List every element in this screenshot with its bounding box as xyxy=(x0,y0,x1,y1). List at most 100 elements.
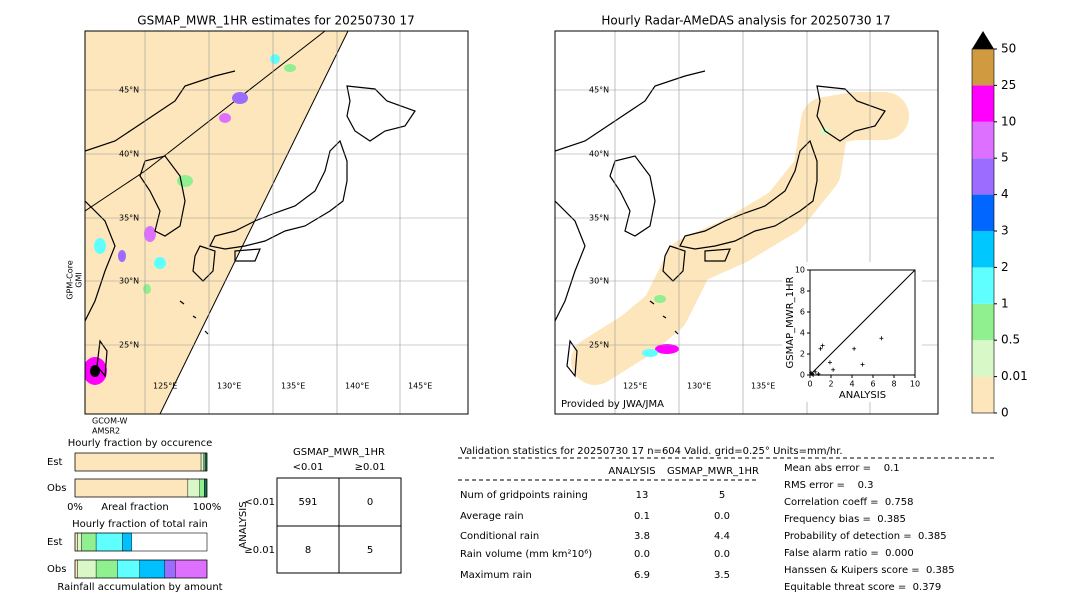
row-label: Num of gridpoints raining xyxy=(460,490,588,501)
point xyxy=(820,343,825,348)
point xyxy=(827,360,832,365)
bar-segment xyxy=(200,452,204,472)
score: Equitable threat score = 0.379 xyxy=(784,582,941,593)
point xyxy=(852,346,857,351)
swath-edge xyxy=(159,31,349,414)
inset-bg xyxy=(782,262,922,402)
bar-segment xyxy=(199,478,205,498)
score: Mean abs error = 0.1 xyxy=(784,463,900,474)
bar-chart-title: Hourly fraction by occurence xyxy=(68,438,212,449)
colorbar-extension xyxy=(972,31,994,49)
row-label: Maximum rain xyxy=(460,570,532,581)
map-title: GSMAP_MWR_1HR estimates for 20250730 17 xyxy=(137,14,414,28)
right-map xyxy=(554,30,939,415)
map-frame xyxy=(554,30,939,415)
point xyxy=(860,362,865,367)
lon-label: 140°E xyxy=(345,382,369,391)
point xyxy=(813,369,818,374)
y-tick-label: 8 xyxy=(800,287,805,296)
column-header: GSMAP_MWR_1HR xyxy=(667,466,759,477)
x-tick-label: 0% xyxy=(67,502,83,513)
column-header: ANALYSIS xyxy=(608,466,655,477)
point xyxy=(816,371,821,376)
sensor-label: AMSR2 xyxy=(92,427,120,436)
y-tick-label: 4 xyxy=(800,329,805,338)
point xyxy=(811,373,816,377)
colorbar-segment xyxy=(972,194,994,231)
column-label: <0.01 xyxy=(293,462,324,473)
value: 6.9 xyxy=(634,570,650,581)
value: 0.0 xyxy=(714,549,730,560)
category-label: Obs xyxy=(47,483,66,494)
colorbar-label: 0.01 xyxy=(1001,369,1028,383)
colorbar-segment xyxy=(972,376,994,413)
bar-segment xyxy=(164,559,176,579)
colorbar-segment xyxy=(972,340,994,377)
scatter-inset: 0 2 4 6 8 10 0 2 4 6 8 10 ANALYSIS GSMAP_MWR_1HR xyxy=(785,266,920,402)
bar-frame xyxy=(74,559,208,579)
value: 3.8 xyxy=(634,531,650,542)
value: 13 xyxy=(636,490,649,501)
bar-frame xyxy=(74,532,208,552)
y-axis-label: GSMAP_MWR_1HR xyxy=(785,277,796,369)
lat-label: 30°N xyxy=(119,277,139,286)
lon-label: 135°E xyxy=(281,382,305,391)
x-tick-label: 2 xyxy=(828,380,833,389)
y-tick-label: 10 xyxy=(795,266,805,275)
stats-header: Validation statistics for 20250730 17 n=… xyxy=(460,446,843,457)
map-frame xyxy=(84,30,469,415)
lat-label: 35°N xyxy=(119,214,139,223)
value: 0.1 xyxy=(634,511,650,522)
bar-segment xyxy=(95,532,123,552)
table-cell: 8 xyxy=(305,545,311,556)
x-tick-label: 10 xyxy=(910,380,920,389)
credit: Provided by JWA/JMA xyxy=(561,399,664,410)
row-label: Rain volume (mm km²10⁶) xyxy=(460,549,592,560)
y-tick-label: 2 xyxy=(800,350,805,359)
lon-label: 135°E xyxy=(751,382,775,391)
bar-segment xyxy=(175,559,208,579)
bar-segment xyxy=(77,559,97,579)
point xyxy=(818,346,823,351)
bar-segment xyxy=(74,532,78,552)
bar-segment xyxy=(77,532,82,552)
colorbar-label: 2 xyxy=(1001,260,1009,274)
lat-label: 40°N xyxy=(589,150,609,159)
colorbar-segment xyxy=(972,49,994,86)
lon-label: 145°E xyxy=(408,382,432,391)
y-tick-label: 6 xyxy=(800,308,805,317)
point xyxy=(831,367,836,372)
x-tick-label: 0 xyxy=(807,380,812,389)
lon-label: 125°E xyxy=(153,382,177,391)
colorbar-label: 0.5 xyxy=(1001,333,1020,347)
colorbar-segment xyxy=(972,267,994,304)
colorbar-segment xyxy=(972,121,994,159)
bar-segment xyxy=(122,532,132,552)
sensor-label: GMI xyxy=(75,272,84,287)
validation-stats: Validation statistics for 20250730 17 n=… xyxy=(458,446,996,593)
colorbar-segment xyxy=(972,85,994,122)
bar-chart-title: Hourly fraction of total rain xyxy=(72,519,208,530)
category-label: Est xyxy=(47,537,63,548)
colorbar-segment xyxy=(972,231,994,268)
row-label: Average rain xyxy=(460,511,524,522)
plot-frame xyxy=(809,269,916,376)
bar-segment xyxy=(74,452,202,472)
row-title: ANALYSIS xyxy=(238,501,249,548)
lat-label: 45°N xyxy=(119,86,139,95)
score: Hanssen & Kuipers score = 0.385 xyxy=(784,565,955,576)
table-cell: 0 xyxy=(367,497,373,508)
table-cell: 591 xyxy=(298,497,317,508)
x-axis-label: Rainfall accumulation by amount xyxy=(57,582,222,593)
lat-label: 25°N xyxy=(119,341,139,350)
column-label: ≥0.01 xyxy=(355,462,386,473)
bar-segment xyxy=(74,478,189,498)
x-axis-label: ANALYSIS xyxy=(839,390,886,401)
value: 0.0 xyxy=(714,511,730,522)
score: Correlation coeff = 0.758 xyxy=(784,497,914,508)
lat-label: 30°N xyxy=(589,277,609,286)
score: Probability of detection = 0.385 xyxy=(784,531,947,542)
